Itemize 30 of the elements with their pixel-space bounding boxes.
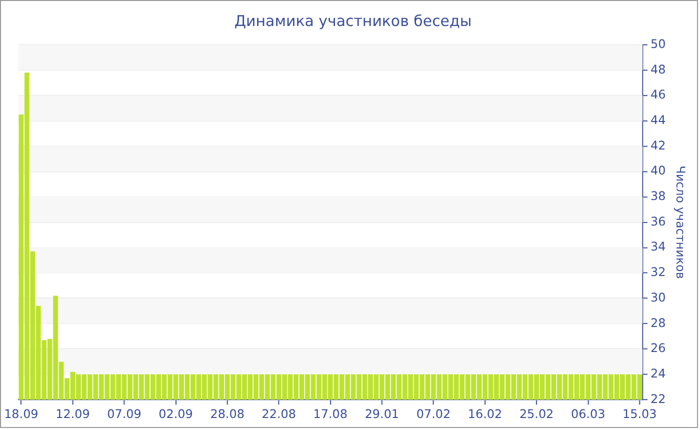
y-tick-label: 40 xyxy=(650,164,666,178)
x-tick-label: 16.02 xyxy=(468,406,502,421)
y-tick-label: 34 xyxy=(650,240,666,254)
x-tick-label: 22.08 xyxy=(262,406,296,421)
y-tick-label: 50 xyxy=(650,36,666,51)
x-tick-label: 07.09 xyxy=(107,406,142,421)
x-tick-label: 29.01 xyxy=(364,406,400,421)
y-tick-label: 38 xyxy=(650,189,666,204)
y-tick-label: 36 xyxy=(650,214,666,228)
y-tick-label: 32 xyxy=(650,265,666,280)
x-tick-label: 25.02 xyxy=(519,406,554,421)
x-tick-label: 12.09 xyxy=(56,406,90,421)
y-tick-label: 48 xyxy=(650,62,666,76)
y-tick-label: 24 xyxy=(650,366,666,380)
y-tick-label: 42 xyxy=(650,138,666,152)
y-tick-label: 28 xyxy=(650,316,666,330)
y-tick-label: 26 xyxy=(650,341,666,356)
x-tick-label: 07.02 xyxy=(416,406,451,421)
x-tick-label: 18.09 xyxy=(4,406,38,421)
x-tick-label: 28.08 xyxy=(210,406,244,421)
y-tick-label: 22 xyxy=(650,392,666,406)
chart-title: Динамика участников беседы xyxy=(234,12,472,30)
y-tick-label: 44 xyxy=(650,112,666,127)
x-tick-label: 06.03 xyxy=(570,406,606,421)
x-tick-label: 15.03 xyxy=(622,406,657,421)
y-tick-label: 46 xyxy=(650,88,666,102)
y-axis-title: Число участников xyxy=(674,166,688,279)
x-tick-label: 17.08 xyxy=(313,406,348,421)
x-tick-label: 02.09 xyxy=(158,406,193,421)
y-tick-label: 30 xyxy=(650,290,666,304)
